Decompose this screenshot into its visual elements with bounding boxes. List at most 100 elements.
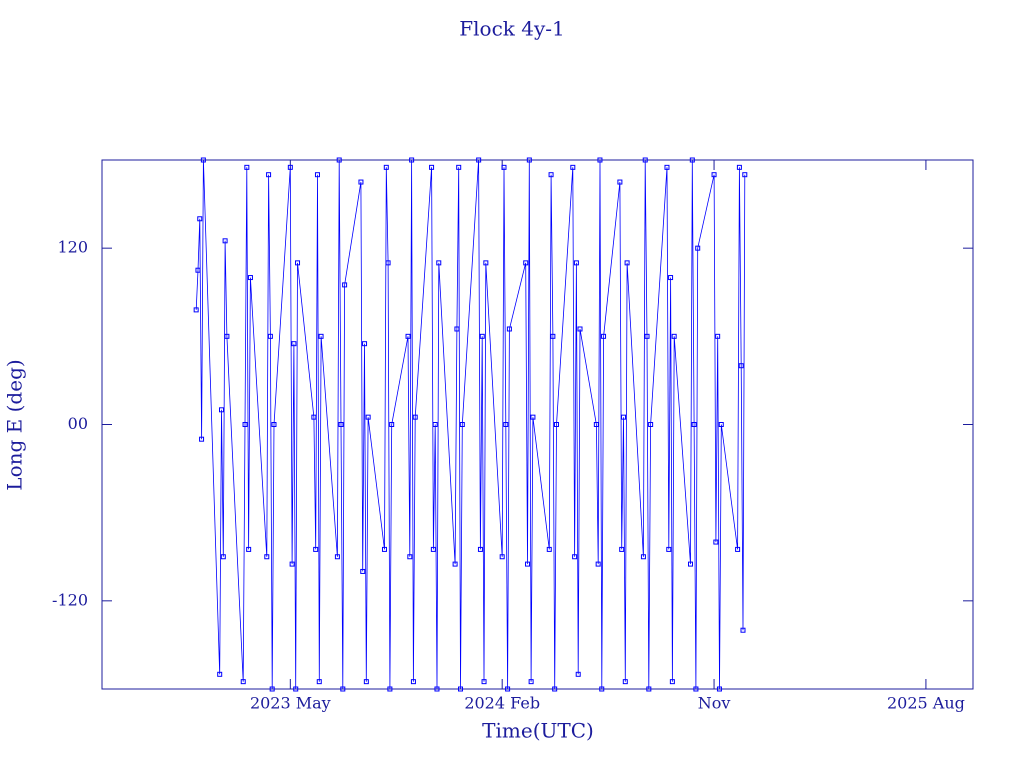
data-point [269,686,275,692]
data-point [548,172,554,178]
data-point [316,679,322,685]
data-point [640,554,646,560]
data-point [668,275,674,281]
data-point [430,546,436,552]
data-point [505,686,511,692]
data-point [454,326,460,332]
data-point [340,686,346,692]
data-point [311,414,317,420]
data-point [267,333,273,339]
data-point [550,333,556,339]
data-point [499,554,505,560]
data-point [389,422,395,427]
data-point [338,422,344,427]
data-point [381,546,387,552]
y-tick-label: 00 [68,414,88,433]
data-point [671,333,677,339]
data-point [597,157,603,163]
data-point [577,326,583,332]
data-point [246,546,252,552]
data-point [530,414,536,420]
data-point [244,164,250,170]
data-point [195,267,201,273]
data-point [291,341,297,347]
data-point [476,157,482,163]
data-point [220,554,226,560]
data-point [599,686,605,692]
data-point [242,422,248,427]
x-tick-label: 2024 Feb [464,694,540,713]
data-point [459,422,465,427]
data-point [669,679,675,685]
data-point [523,260,529,266]
data-point [573,260,579,266]
data-point [601,333,607,339]
data-point [642,157,648,163]
data-point [593,422,599,427]
data-point [711,172,717,178]
data-point [365,414,371,420]
data-point [334,554,340,560]
data-point [412,414,418,420]
series-line [195,159,746,690]
data-point [477,546,483,552]
data-point [342,282,348,288]
y-tick-label: 120 [57,238,88,257]
data-point [666,546,672,552]
data-point [503,422,509,427]
data-point [648,422,654,427]
data-point [481,679,487,685]
data-point [552,686,558,692]
data-point [693,686,699,692]
data-point [358,179,364,185]
data-point [434,686,440,692]
data-point [318,333,324,339]
data-point [619,546,625,552]
plot-frame [101,159,974,690]
data-point [266,172,272,178]
data-point [240,679,246,685]
data-point [264,554,270,560]
data-point [570,164,576,170]
data-point [617,179,623,185]
data-point [362,341,368,347]
data-point [572,554,578,560]
data-point [410,679,416,685]
data-point [735,546,741,552]
data-point [738,363,744,369]
data-point [458,686,464,692]
chart-title: Flock 4y-1 [459,17,565,41]
data-point [740,627,746,633]
data-point [715,333,721,339]
data-point [360,568,366,574]
data-point [526,157,532,163]
y-tick-label: -120 [52,590,88,609]
data-point [219,407,225,413]
data-point [385,260,391,266]
data-point [217,671,223,677]
data-point [624,260,630,266]
data-point [716,686,722,692]
data-point [429,164,435,170]
data-point [452,561,458,567]
data-point [295,260,301,266]
data-point [736,164,742,170]
data-point [247,275,253,281]
data-point [432,422,438,427]
data-point [688,561,694,567]
data-point [528,679,534,685]
data-point [363,679,369,685]
data-point [293,686,299,692]
x-tick-label: 2025 Aug [887,694,965,713]
x-axis-label: Time(UTC) [482,719,594,743]
data-point [271,422,277,427]
y-axis-label: Long E (deg) [3,359,27,490]
data-point [200,157,206,163]
data-point [387,686,393,692]
data-point [224,333,230,339]
data-point [546,546,552,552]
data-point [506,326,512,332]
data-point [383,164,389,170]
data-point [407,554,413,560]
